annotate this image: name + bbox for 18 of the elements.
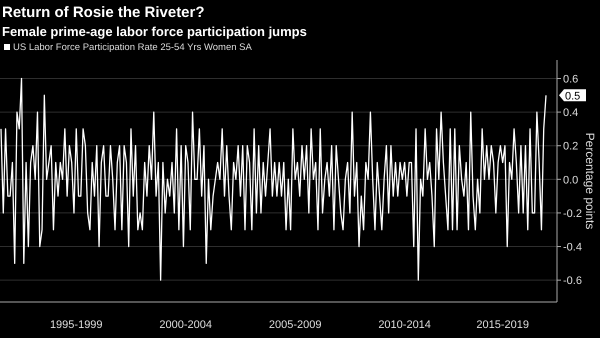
y-axis-title: Percentage points (583, 132, 597, 230)
y-tick-label: 0.4 (563, 107, 578, 120)
y-tick-label: 0.6 (563, 73, 578, 86)
legend-label: US Labor Force Participation Rate 25-54 Yrs Women SA (13, 42, 253, 53)
y-tick-label: -0.2 (563, 208, 582, 220)
line-series (0, 78, 547, 281)
x-tick-label: 2010-2014 (378, 319, 431, 331)
x-tick-label: 2005-2009 (268, 319, 322, 331)
y-tick-label: -0.4 (563, 242, 582, 254)
y-tick-label: 0.0 (563, 174, 578, 186)
chart-title: Return of Rosie the Riveter? (2, 4, 205, 21)
x-tick-label: 1995-1999 (50, 319, 103, 331)
chart-subtitle: Female prime-age labor force participation jumps (2, 24, 307, 39)
x-tick-label: 2000-2004 (159, 319, 212, 331)
x-tick-label: 2015-2019 (476, 319, 529, 331)
y-tick-label: -0.6 (563, 275, 582, 288)
text: 0.5 (565, 90, 580, 102)
y-tick-label: 0.2 (563, 140, 578, 153)
